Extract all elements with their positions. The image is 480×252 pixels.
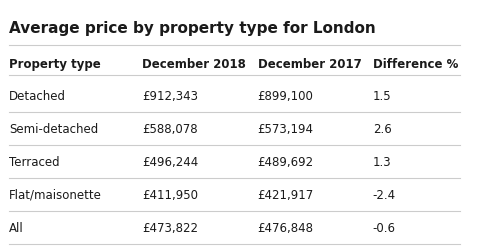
Text: £473,822: £473,822 <box>143 221 198 234</box>
Text: £588,078: £588,078 <box>143 122 198 135</box>
Text: 1.3: 1.3 <box>373 155 391 168</box>
Text: All: All <box>9 221 24 234</box>
Text: December 2017: December 2017 <box>258 58 361 71</box>
Text: £489,692: £489,692 <box>258 155 313 168</box>
Text: £573,194: £573,194 <box>258 122 313 135</box>
Text: £912,343: £912,343 <box>143 89 198 102</box>
Text: December 2018: December 2018 <box>143 58 246 71</box>
Text: 1.5: 1.5 <box>373 89 391 102</box>
Text: Property type: Property type <box>9 58 100 71</box>
Text: £421,917: £421,917 <box>258 188 314 201</box>
Text: Semi-detached: Semi-detached <box>9 122 98 135</box>
Text: -0.6: -0.6 <box>373 221 396 234</box>
Text: Average price by property type for London: Average price by property type for Londo… <box>9 21 375 36</box>
Text: -2.4: -2.4 <box>373 188 396 201</box>
Text: £476,848: £476,848 <box>258 221 313 234</box>
Text: 2.6: 2.6 <box>373 122 392 135</box>
Text: Terraced: Terraced <box>9 155 60 168</box>
Text: £411,950: £411,950 <box>143 188 198 201</box>
Text: Flat/maisonette: Flat/maisonette <box>9 188 102 201</box>
Text: £899,100: £899,100 <box>258 89 313 102</box>
Text: Difference %: Difference % <box>373 58 458 71</box>
Text: £496,244: £496,244 <box>143 155 199 168</box>
Text: Detached: Detached <box>9 89 66 102</box>
